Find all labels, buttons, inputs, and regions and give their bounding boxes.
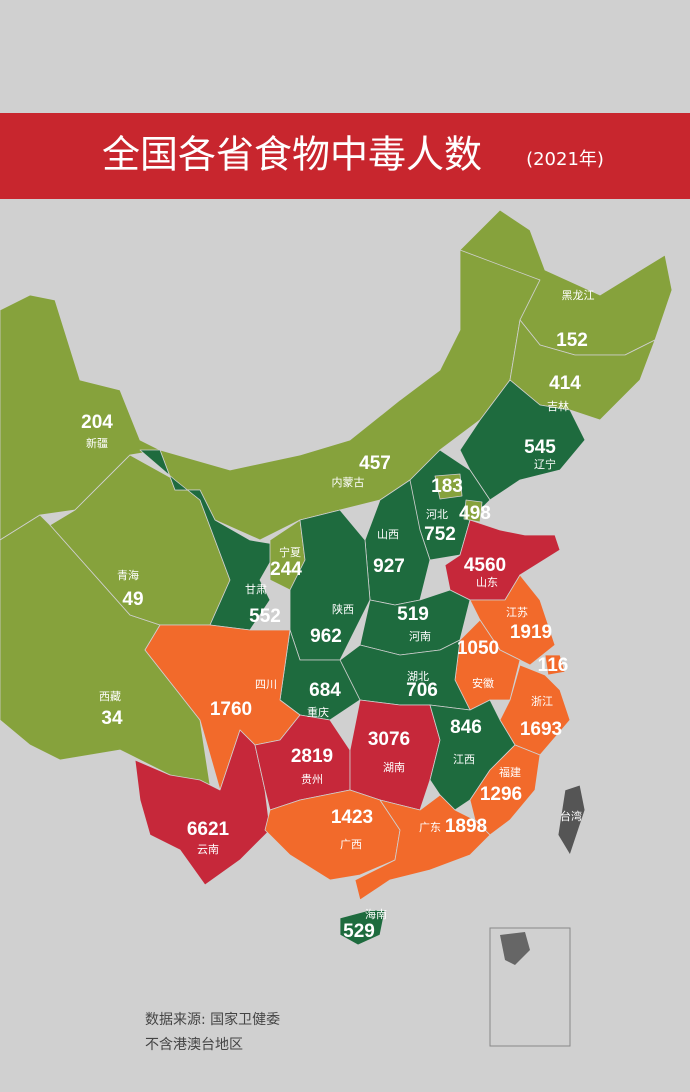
province-value: 1693: [520, 719, 562, 740]
province-shape: [459, 379, 586, 501]
province-name: 辽宁: [534, 457, 556, 471]
province-value: 6621: [187, 819, 230, 840]
province-value: 1050: [457, 638, 499, 659]
note: 不含港澳台地区: [145, 1037, 243, 1053]
province-value: 2819: [291, 746, 333, 767]
province-name: 甘肃: [245, 583, 267, 596]
province-shape: [463, 499, 483, 523]
province-value: 457: [359, 453, 391, 474]
province-name: 贵州: [301, 773, 323, 786]
province-value: 116: [538, 655, 569, 676]
province-name: 广东: [419, 821, 441, 834]
province-name: 江西: [453, 753, 475, 766]
subtitle: (2021年): [526, 149, 604, 170]
province-name: 广西: [340, 838, 362, 851]
province-name: 湖南: [383, 761, 405, 774]
inset-box: [489, 927, 571, 1047]
province-value: 846: [450, 717, 482, 738]
province-name: 陕西: [332, 602, 354, 616]
province-value: 927: [373, 556, 405, 577]
province-value: 545: [524, 437, 556, 458]
province-name: 黑龙江: [562, 289, 595, 302]
province-value: 1760: [210, 699, 252, 720]
province-shape: [354, 794, 491, 901]
province-shape: [557, 784, 586, 856]
province-value: 1296: [480, 784, 522, 805]
province-name: 内蒙古: [332, 475, 365, 489]
region-shapes: [0, 209, 673, 946]
province-value: 552: [249, 606, 281, 627]
province-name: 重庆: [307, 705, 329, 719]
province-shape: [434, 473, 463, 500]
province-value: 414: [549, 373, 581, 394]
province-value: 4560: [464, 555, 506, 576]
province-value: 49: [122, 589, 143, 610]
province-name: 山西: [377, 528, 399, 541]
province-shape: [134, 729, 271, 886]
province-name: 河南: [409, 630, 431, 643]
province-value: 529: [343, 921, 375, 942]
province-name: 新疆: [86, 436, 108, 450]
province-value: 1423: [331, 807, 373, 828]
province-name: 西藏: [99, 690, 121, 703]
inset-land: [500, 932, 530, 965]
province-name: 浙江: [531, 695, 553, 708]
province-value: 1919: [510, 622, 552, 643]
province-value: 706: [406, 680, 438, 701]
province-shape: [544, 654, 566, 676]
province-value: 3076: [368, 729, 410, 750]
title: 全国各省食物中毒人数: [102, 133, 482, 177]
province-value: 1898: [445, 816, 487, 837]
province-name: 宁夏: [279, 545, 301, 559]
province-name: 湖北: [407, 670, 429, 683]
province-name: 台湾: [560, 809, 582, 823]
province-name: 吉林: [547, 399, 569, 413]
province-value: 519: [397, 604, 429, 625]
province-name: 四川: [255, 678, 277, 691]
province-value: 962: [310, 626, 342, 647]
province-name: 福建: [499, 765, 521, 779]
province-name: 江苏: [506, 606, 528, 619]
source: 数据来源: 国家卫健委: [145, 1011, 280, 1028]
province-value: 34: [101, 708, 123, 729]
province-name: 河北: [426, 508, 448, 521]
province-value: 152: [556, 330, 588, 351]
province-name: 云南: [197, 843, 219, 856]
province-name: 安徽: [472, 676, 494, 690]
province-shape: [349, 699, 441, 811]
province-value: 244: [270, 559, 302, 580]
province-value: 498: [459, 503, 491, 524]
province-value: 183: [431, 476, 463, 497]
province-shape: [139, 449, 281, 631]
province-name: 青海: [117, 568, 139, 582]
province-value: 204: [81, 412, 113, 433]
province-name: 海南: [365, 907, 387, 921]
province-value: 752: [424, 524, 456, 545]
title-banner: [0, 113, 690, 199]
province-name: 山东: [476, 576, 498, 589]
province-shape: [339, 909, 386, 946]
province-value: 684: [309, 680, 341, 701]
